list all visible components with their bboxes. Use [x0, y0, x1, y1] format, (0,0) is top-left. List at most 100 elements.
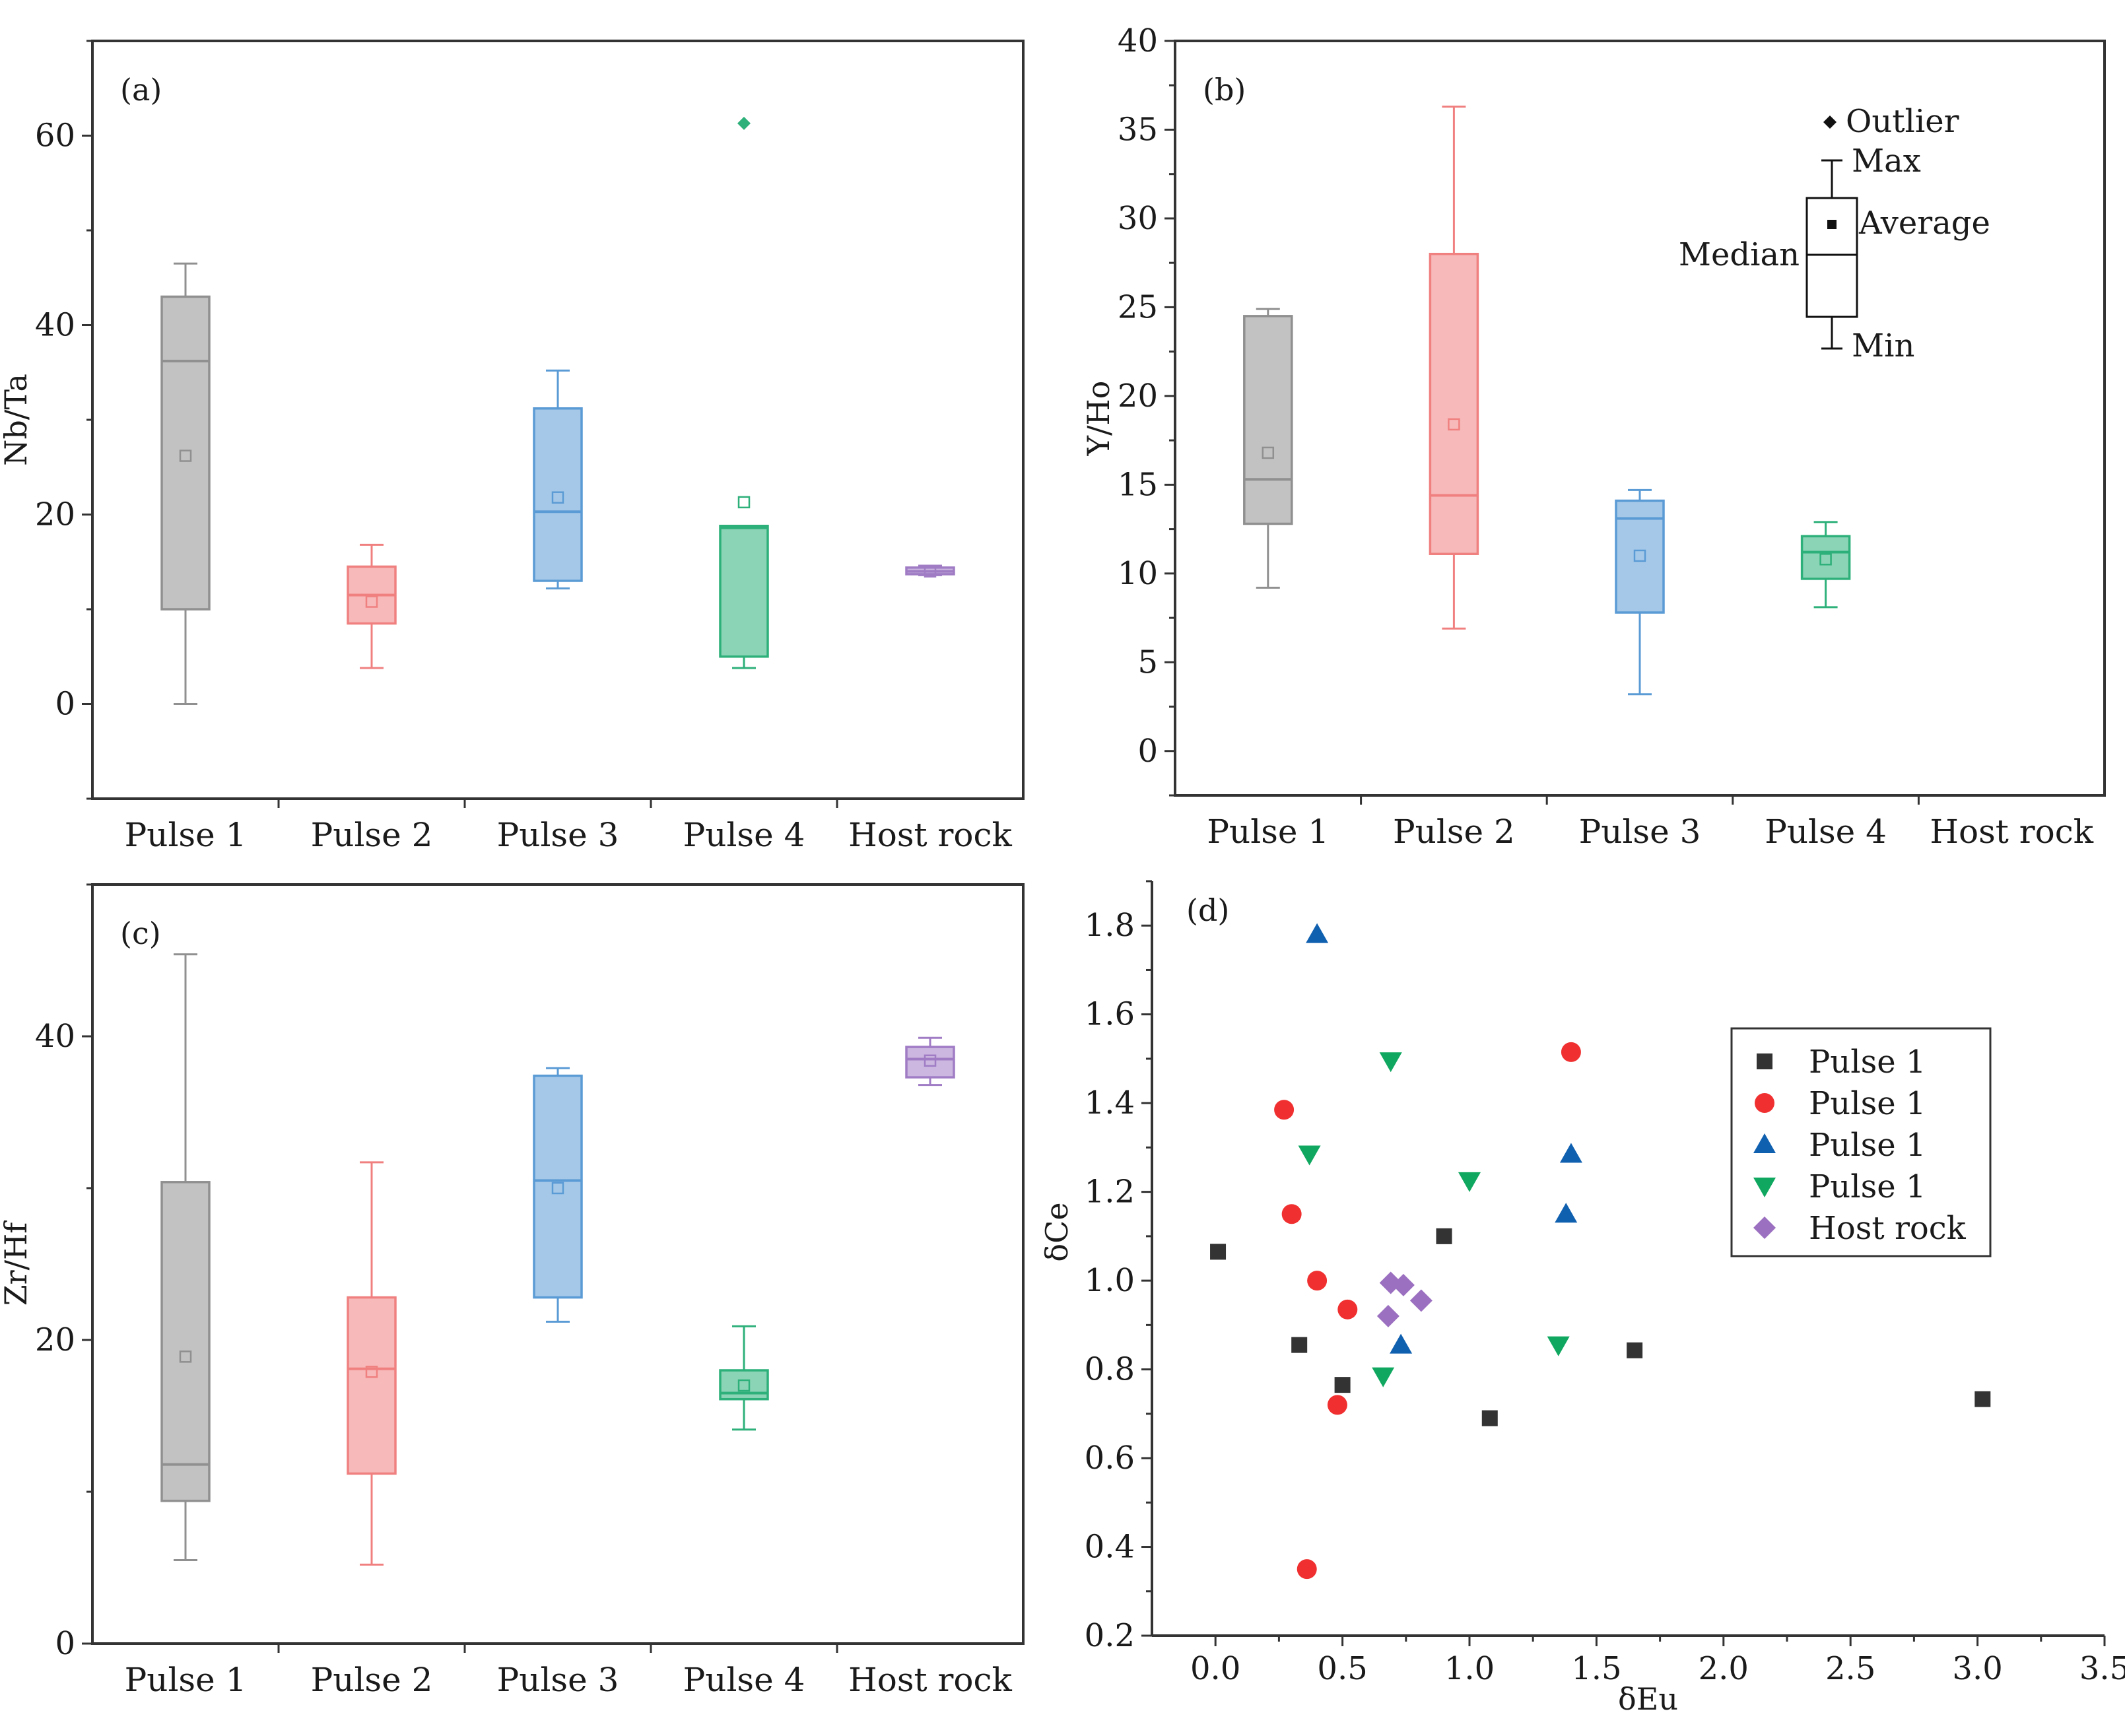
mean-marker [1819, 553, 1832, 566]
x-tick-label: 0.0 [1190, 1650, 1240, 1687]
legend-max-label: Max [1852, 143, 1921, 180]
legend-label: Pulse 1 [1809, 1127, 1926, 1164]
data-point [1291, 1337, 1308, 1353]
y-tick-label: 30 [1118, 200, 1158, 237]
category-label: Pulse 3 [497, 816, 619, 854]
y-tick-label: 5 [1137, 644, 1158, 681]
legend-marker [1755, 1093, 1774, 1113]
iqr-box [533, 1075, 583, 1299]
y-tick-label: 1.2 [1085, 1174, 1135, 1211]
iqr-box [719, 1369, 769, 1401]
outlier-point [737, 116, 751, 130]
box-1 [160, 262, 211, 705]
data-point [1390, 1333, 1413, 1354]
box-3 [533, 369, 583, 589]
data-point [1297, 1559, 1317, 1580]
data-point [1274, 1100, 1295, 1120]
y-tick-label: 40 [35, 307, 75, 344]
category-label: Pulse 1 [125, 816, 247, 854]
y-tick-label: 0 [55, 1625, 75, 1662]
data-point [1372, 1367, 1395, 1387]
legend-average-marker [1827, 220, 1837, 229]
y-axis-title: Nb/Ta [0, 374, 34, 466]
category-label: Pulse 3 [497, 1661, 619, 1699]
y-tick-label: 25 [1118, 288, 1158, 325]
mean-marker [1262, 446, 1275, 459]
panel-b: 0 5 10 15 20 25 30 35 40 Pulse 1 Pulse 2 Pulse 3 Pul… [1081, 22, 2106, 851]
data-point [1627, 1342, 1643, 1358]
data-point [1379, 1052, 1402, 1073]
panel-label: (a) [120, 72, 162, 108]
panel-c: 0 20 40 Pulse 1 Pulse 2 Pulse 3 Pulse 4 Host ro… [0, 883, 1025, 1699]
iqr-box [905, 1046, 955, 1079]
y-tick-label: 1.4 [1085, 1085, 1135, 1121]
y-tick-label: 15 [1118, 466, 1158, 503]
box-2 [1429, 106, 1479, 630]
panel-a: 0 20 40 60 Pulse 1 Pulse 2 Pulse 3 Pulse 4 Host … [0, 40, 1025, 854]
y-tick-label: 60 [35, 117, 75, 154]
series-1 [1210, 1228, 1991, 1426]
series-5 [1376, 1271, 1433, 1327]
legend-marker [1757, 1053, 1772, 1069]
iqr-box [533, 407, 583, 582]
y-tick-label: 0 [1137, 733, 1158, 770]
scatter-legend: Pulse 1 Pulse 1 Pulse 1 Pulse 1 Host rock [1730, 1027, 1992, 1257]
data-point [1409, 1289, 1433, 1312]
mean-marker [179, 450, 192, 462]
category-label: Pulse 2 [311, 1661, 433, 1699]
data-point [1327, 1395, 1347, 1415]
category-label: Pulse 4 [683, 1661, 805, 1699]
y-tick-label: 20 [1118, 378, 1158, 415]
y-tick-label: 0.4 [1085, 1529, 1135, 1566]
y-tick-label: 40 [1118, 22, 1158, 59]
data-point [1974, 1391, 1991, 1407]
panel-label: (d) [1186, 892, 1229, 928]
legend-marker [1753, 1178, 1776, 1197]
iqr-box [719, 524, 769, 658]
data-point [1306, 923, 1329, 943]
x-tick-label: 2.5 [1825, 1650, 1875, 1687]
x-tick-label: 1.0 [1444, 1650, 1495, 1687]
iqr-box [160, 1181, 211, 1502]
box-1 [160, 953, 211, 1561]
plot-frame [1174, 40, 2106, 797]
data-point [1334, 1377, 1351, 1393]
mean-marker [737, 496, 751, 509]
category-label: Pulse 2 [1393, 813, 1515, 851]
y-tick-label: 10 [1118, 555, 1158, 592]
category-label: Pulse 1 [125, 1661, 247, 1699]
panel-label: (c) [120, 916, 161, 951]
box-5 [905, 564, 955, 578]
data-point [1307, 1271, 1328, 1291]
category-label: Host rock [1930, 813, 2093, 851]
box-3 [533, 1067, 583, 1323]
iqr-box [160, 295, 211, 611]
x-tick-label: 0.5 [1317, 1650, 1367, 1687]
iqr-box [1429, 252, 1479, 555]
legend-outlier-marker [1823, 116, 1837, 129]
box-4 [719, 116, 769, 669]
legend-outlier-label: Outlier [1846, 103, 1959, 140]
panel-d: 0.2 0.4 0.6 0.8 1.0 1.2 1.4 1.6 1.8 0.0 0.5 1.0 1.5 2… [1039, 880, 2125, 1717]
mean-marker [365, 1366, 378, 1378]
y-tick-label: 1.6 [1085, 996, 1135, 1033]
legend-median-label: Median [1679, 236, 1800, 273]
legend-average-label: Average [1858, 205, 1990, 242]
iqr-box [1243, 315, 1293, 525]
x-tick-label: 3.5 [2079, 1650, 2125, 1687]
mean-marker [365, 595, 378, 608]
y-tick-label: 35 [1118, 111, 1158, 148]
category-label: Host rock [848, 1661, 1012, 1699]
y-tick-label: 20 [35, 496, 75, 533]
data-point [1458, 1172, 1481, 1192]
y-tick-label: 0 [55, 686, 75, 723]
data-point [1298, 1145, 1321, 1166]
box-4 [719, 1325, 769, 1431]
legend-min-label: Min [1852, 327, 1914, 364]
data-point [1561, 1042, 1581, 1062]
y-axis-title: δCe [1039, 1202, 1075, 1261]
box-2 [347, 1161, 397, 1566]
legend-frame [1730, 1027, 1992, 1257]
y-tick-label: 0.2 [1085, 1617, 1135, 1654]
